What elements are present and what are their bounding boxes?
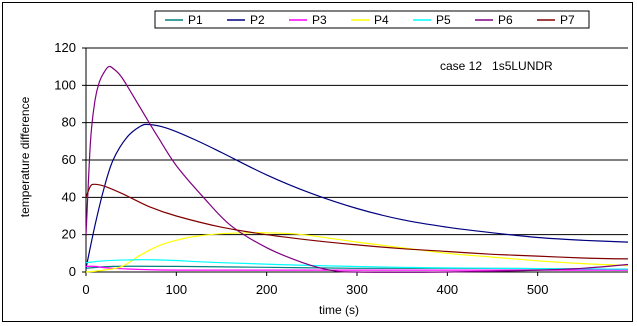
series-line-p3 [85,265,628,271]
x-tick-label: 400 [436,282,458,297]
legend-label-p5: P5 [436,13,451,27]
x-tick-label: 500 [527,282,549,297]
case-annotation: case 12 1s5LUNDR [440,59,553,73]
x-tick-label: 200 [256,282,278,297]
y-tick-label: 40 [62,189,76,204]
chart-frame: 0 20 40 60 80 100 120 0 100 200 300 400 500 tempera… [2,2,633,322]
series-line-p5 [85,259,629,270]
x-tick-label: 300 [346,282,368,297]
series-line-p4 [85,232,629,273]
legend-label-p7: P7 [560,13,575,27]
series-line-p7 [85,183,629,260]
x-tick-label: 100 [165,282,187,297]
y-tick-label: 100 [54,77,76,92]
legend-label-p2: P2 [250,13,265,27]
grid-lines [86,47,628,236]
temperature-chart: 0 20 40 60 80 100 120 0 100 200 300 400 500 tempera… [18,10,629,317]
series-line-p6 [85,65,629,273]
legend-label-p4: P4 [374,13,389,27]
y-tick-label: 80 [62,115,76,130]
x-axis-ticks: 0 100 200 300 400 500 [82,272,549,297]
legend-label-p3: P3 [312,13,327,27]
y-tick-label: 120 [54,40,76,55]
y-tick-label: 60 [62,152,76,167]
y-axis-label: temperature difference [18,96,32,217]
legend-label-p1: P1 [188,13,203,27]
legend-label-p6: P6 [498,13,513,27]
y-tick-label: 20 [62,227,76,242]
y-tick-label: 0 [69,264,76,279]
legend-box [154,10,590,29]
legend: P1 P2 P3 P4 P5 P6 P7 [154,10,590,29]
series-line-p2 [85,123,629,269]
series-lines [85,65,629,273]
y-axis-ticks: 0 20 40 60 80 100 120 [54,40,86,279]
x-axis-label: time (s) [319,303,359,317]
x-tick-label: 0 [82,282,89,297]
